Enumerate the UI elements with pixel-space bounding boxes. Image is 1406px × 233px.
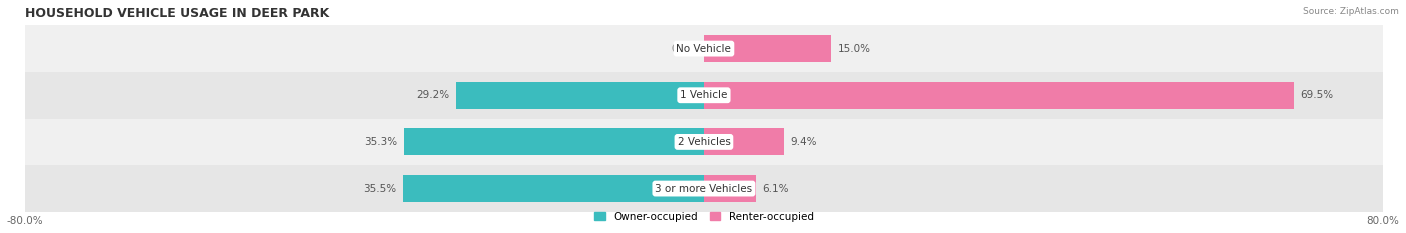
Bar <box>0 25 1406 72</box>
Text: HOUSEHOLD VEHICLE USAGE IN DEER PARK: HOUSEHOLD VEHICLE USAGE IN DEER PARK <box>25 7 329 20</box>
Text: 9.4%: 9.4% <box>790 137 817 147</box>
Text: 15.0%: 15.0% <box>838 44 870 54</box>
Text: 0.0%: 0.0% <box>671 44 697 54</box>
Text: Source: ZipAtlas.com: Source: ZipAtlas.com <box>1303 7 1399 16</box>
Bar <box>456 82 704 109</box>
Text: 1 Vehicle: 1 Vehicle <box>681 90 728 100</box>
Bar <box>402 175 704 202</box>
Bar <box>405 128 704 155</box>
Text: 69.5%: 69.5% <box>1301 90 1333 100</box>
Bar <box>704 128 783 155</box>
Bar <box>0 119 1406 165</box>
Text: 35.5%: 35.5% <box>363 184 396 194</box>
Bar <box>704 175 755 202</box>
Bar <box>0 72 1406 119</box>
Bar <box>704 35 831 62</box>
Text: 29.2%: 29.2% <box>416 90 450 100</box>
Text: 2 Vehicles: 2 Vehicles <box>678 137 730 147</box>
Legend: Owner-occupied, Renter-occupied: Owner-occupied, Renter-occupied <box>595 212 814 222</box>
Text: 3 or more Vehicles: 3 or more Vehicles <box>655 184 752 194</box>
Bar <box>0 165 1406 212</box>
Text: 35.3%: 35.3% <box>364 137 398 147</box>
Text: No Vehicle: No Vehicle <box>676 44 731 54</box>
Text: 6.1%: 6.1% <box>762 184 789 194</box>
Bar <box>704 82 1294 109</box>
